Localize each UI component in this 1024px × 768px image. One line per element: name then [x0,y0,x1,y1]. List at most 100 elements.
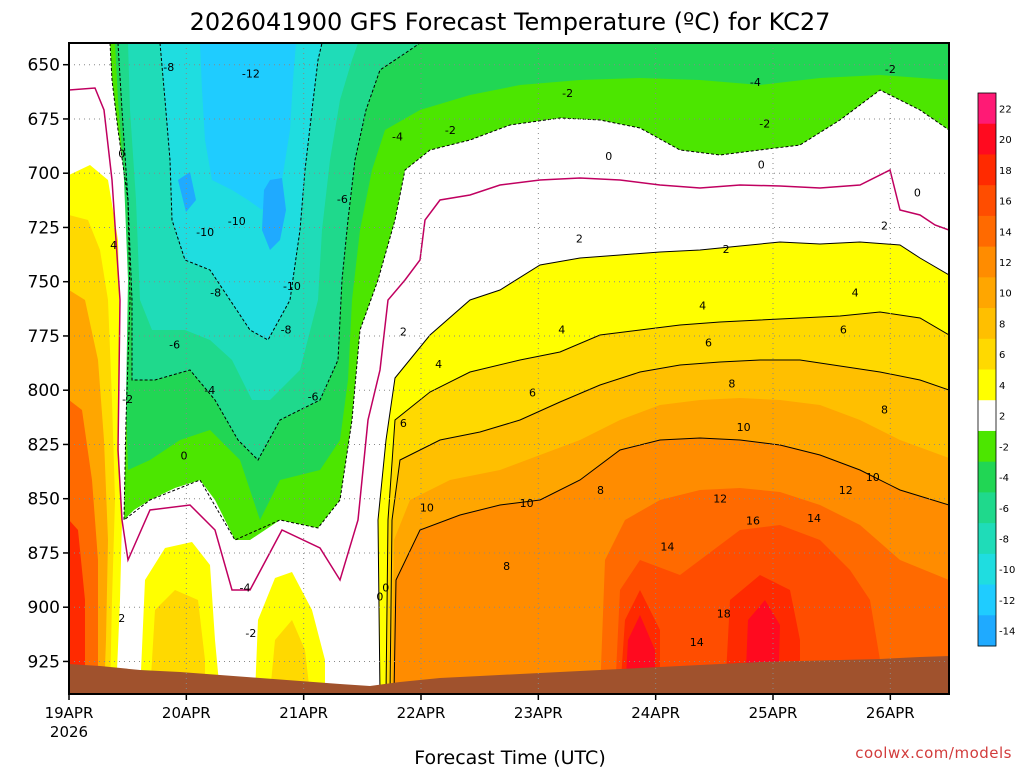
contour-label: 0 [758,159,765,172]
colorbar-swatch [978,369,996,401]
colorbar-label: 4 [999,381,1005,392]
contour-label: 14 [807,512,821,525]
chart-title: 2026041900 GFS Forecast Temperature (ºC)… [190,8,831,36]
contour-label: 10 [866,471,880,484]
contour-label: -10 [196,226,214,239]
contour-label: 2 [400,326,407,339]
contour-label: -2 [122,393,133,406]
contour-label: -8 [281,323,292,336]
contour-label: 16 [746,514,760,527]
colorbar-swatch [978,185,996,217]
colorbar-swatch [978,430,996,463]
terrain-surface [69,656,949,694]
isotherm-m6c [117,43,421,461]
fill-bulge-21apr-inner [270,620,310,694]
contour-label: -6 [308,391,319,404]
colorbar-label: 16 [999,197,1012,208]
contour-label: -2 [562,87,573,100]
colorbar-swatch [978,584,996,616]
contour-label: -6 [169,339,180,352]
colorbar-label: -14 [999,627,1015,638]
colorbar-label: 8 [999,319,1005,330]
contour-label: 10 [737,421,751,434]
colorbar-label: -12 [999,596,1015,607]
fill-band-m14c [178,172,286,250]
isotherm-10c [393,437,949,694]
contour-label: 0 [180,449,187,462]
x-tick-label: 23APR [514,704,563,722]
y-tick-label: 725 [28,218,60,238]
contour-label: 0 [382,582,389,595]
x-tick-label: 21APR [279,704,328,722]
x-axis-label: Forecast Time (UTC) [414,747,605,768]
isotherm-m2c [109,43,949,541]
colorbar: 22 20 18 16 14 12 10 8 6 4 2 -2 -4 -6 -8 -10 -12 -14 [977,92,1015,647]
colorbar-label: 14 [999,227,1012,238]
colorbar-label: 12 [999,258,1012,269]
colorbar-swatch [978,400,996,432]
contour-label: 0 [118,148,125,161]
x-tick-label: 24APR [631,704,680,722]
contour-label: -8 [163,61,174,74]
contour-label: 4 [110,239,117,252]
contour-label: 4 [699,300,706,313]
colorbar-swatch [978,308,996,340]
fill-band-16c-early [69,520,85,694]
colorbar-label: 2 [999,412,1005,423]
colorbar-swatch [978,93,996,125]
isotherm-4c [385,311,949,694]
isotherm-m10c [159,43,323,341]
contour-label: 2 [881,219,888,232]
x-tick-label: 25APR [749,704,798,722]
grid-lines [69,43,949,694]
contour-label: -2 [245,627,256,640]
contour-label: 0 [376,590,383,603]
contour-label: 6 [529,386,536,399]
y-tick-label: 850 [28,490,60,510]
contour-label: 6 [705,336,712,349]
y-tick-label: 875 [28,544,60,564]
colorbar-label: -2 [999,442,1009,453]
contour-label: -10 [228,215,246,228]
contour-label: -4 [750,76,761,89]
contour-label: 14 [690,636,704,649]
contour-label: 0 [914,187,921,200]
colorbar-swatch [978,461,996,493]
contour-label: -4 [240,582,251,595]
fill-band-m12c [200,43,296,210]
x-year-label: 2026 [50,723,88,741]
contour-label: -4 [392,130,403,143]
colorbar-label: -10 [999,565,1015,576]
contour-label: 12 [713,493,727,506]
credit-text: coolwx.com/models [855,744,1012,762]
x-axis: 19APR 20APR 21APR 22APR 23APR 24APR 25APR 26APR… [45,694,915,741]
contour-label: 8 [597,484,604,497]
contour-label: 2 [723,243,730,256]
isotherm-2c [377,241,949,694]
colorbar-frame [977,92,997,647]
contour-label: 18 [717,608,731,621]
colorbar-swatch [978,338,996,370]
contour-label: 4 [852,287,859,300]
contour-label: 8 [503,560,510,573]
y-tick-label: 900 [28,598,60,618]
contour-label: 6 [840,323,847,336]
contour-label: 8 [881,404,888,417]
y-tick-label: 650 [28,56,60,76]
contour-label: 12 [839,484,853,497]
colorbar-swatch [978,154,996,186]
contour-label: -8 [210,287,221,300]
colorbar-label: -6 [999,504,1009,515]
contour-label: 8 [728,378,735,391]
colorbar-swatch [978,615,996,647]
contour-label: -12 [242,67,260,80]
contour-labels: -8-12-10-10-8-6-4-10-8-6-6-4-2-2-4-2-20 0… [110,61,921,649]
isotherm-6c [389,359,949,694]
contour-label: 6 [400,417,407,430]
x-tick-label: 26APR [866,704,915,722]
colorbar-label: 6 [999,350,1005,361]
contour-label: -2 [759,117,770,130]
y-tick-label: 925 [28,652,60,672]
isotherm-0c [69,87,949,591]
y-tick-label: 675 [28,110,60,130]
